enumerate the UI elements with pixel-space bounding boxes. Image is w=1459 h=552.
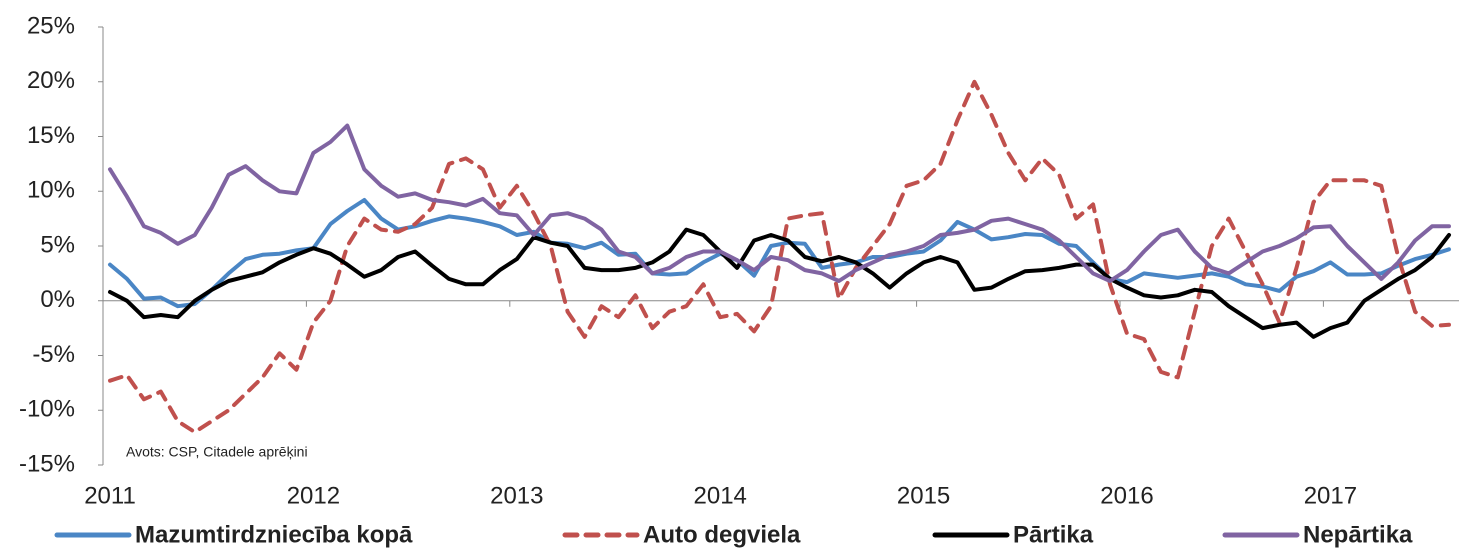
y-tick-label: 20% (27, 67, 75, 94)
y-tick-label: 15% (27, 122, 75, 149)
x-tick-label: 2014 (694, 482, 747, 509)
series-line (108, 123, 1451, 283)
series-line (108, 198, 1451, 309)
x-tick-label: 2011 (84, 482, 136, 509)
y-tick-label: 0% (40, 286, 75, 313)
y-tick-label: -5% (32, 341, 75, 368)
x-tick-label: 2013 (490, 482, 543, 509)
legend-label: Mazumtirdzniecība kopā (135, 521, 413, 548)
source-note: Avots: CSP, Citadele aprēķini (126, 444, 308, 460)
y-tick-label: 25% (27, 12, 75, 39)
series-line (108, 227, 1451, 339)
series-line (108, 79, 1451, 435)
y-tick-label: -10% (19, 396, 75, 423)
x-tick-label: 2015 (897, 482, 950, 509)
x-tick-label: 2017 (1304, 482, 1357, 509)
legend-label: Nepārtika (1303, 521, 1413, 548)
y-tick-label: -15% (19, 450, 75, 477)
x-tick-label: 2016 (1100, 482, 1153, 509)
legend-label: Auto degviela (643, 521, 801, 548)
x-tick-label: 2012 (287, 482, 340, 509)
y-tick-label: 10% (27, 177, 75, 204)
legend-label: Pārtika (1013, 521, 1094, 548)
y-tick-label: 5% (40, 231, 75, 258)
